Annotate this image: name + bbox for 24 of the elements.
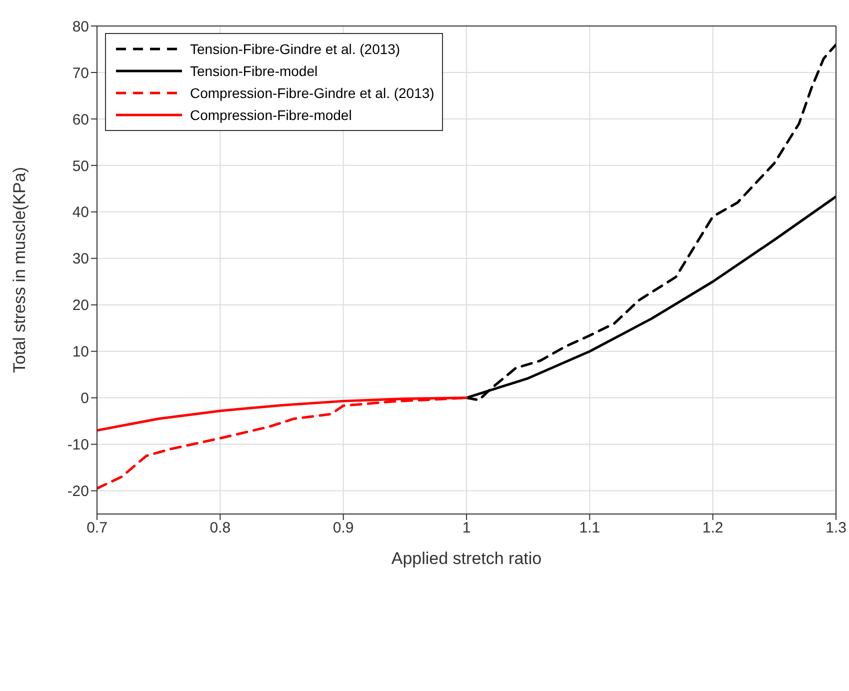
y-axis-title: Total stress in muscle(KPa) — [10, 167, 30, 373]
x-tick-label: 0.9 — [332, 520, 354, 537]
legend-label: Compression-Fibre-Gindre et al. (2013) — [190, 85, 434, 101]
x-tick-label: 1 — [462, 520, 471, 537]
x-tick-label: 1.2 — [702, 520, 724, 537]
x-tick-label: 1.1 — [579, 520, 600, 537]
legend-label: Compression-Fibre-model — [190, 107, 352, 123]
y-tick-label: 0 — [80, 390, 89, 408]
legend-label: Tension-Fibre-model — [190, 63, 318, 79]
y-tick-label: -20 — [67, 483, 89, 500]
y-tick-label: 10 — [72, 344, 89, 361]
x-tick-label: 0.7 — [86, 520, 108, 537]
x-tick-label: 1.3 — [826, 520, 846, 537]
y-tick-label: 30 — [72, 250, 89, 268]
y-tick-label: 80 — [72, 18, 89, 36]
x-axis-title: Applied stretch ratio — [391, 549, 542, 568]
y-tick-label: 40 — [72, 204, 89, 222]
y-tick-label: 60 — [72, 111, 89, 128]
legend-label: Tension-Fibre-Gindre et al. (2013) — [190, 41, 400, 57]
y-tick-label: -10 — [67, 436, 89, 454]
y-tick-label: 50 — [72, 158, 89, 175]
y-tick-label: 70 — [72, 64, 89, 82]
x-tick-label: 0.8 — [210, 520, 231, 537]
y-tick-label: 20 — [72, 297, 89, 314]
